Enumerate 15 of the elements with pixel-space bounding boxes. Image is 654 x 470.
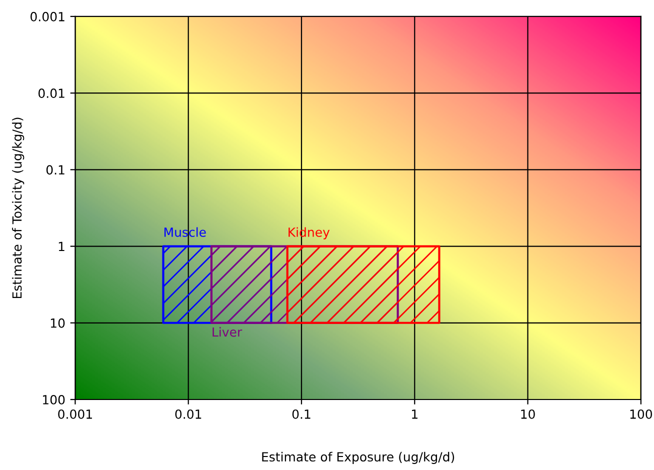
- x-tick-label: 0.01: [175, 409, 202, 419]
- annotation: Liver: [212, 327, 242, 337]
- y-tick-label: 0.001: [30, 12, 64, 22]
- x-tick-label: 10: [521, 409, 535, 419]
- x-tick-label: 0.001: [58, 409, 92, 419]
- y-tick-label: 100: [43, 394, 65, 404]
- y-axis-title: Estimate of Toxicity (ug/kg/d): [12, 118, 24, 298]
- x-tick-label: 0.1: [292, 409, 310, 419]
- y-tick-label: 10: [50, 318, 65, 328]
- y-tick-label: 0.1: [46, 165, 64, 175]
- x-tick-label: 1: [412, 410, 418, 419]
- x-axis-title: Estimate of Exposure (ug/kg/d): [262, 452, 454, 464]
- x-tick-label: 100: [630, 409, 652, 419]
- y-tick-label: 1: [58, 242, 64, 252]
- y-tick-label: 0.01: [38, 88, 64, 98]
